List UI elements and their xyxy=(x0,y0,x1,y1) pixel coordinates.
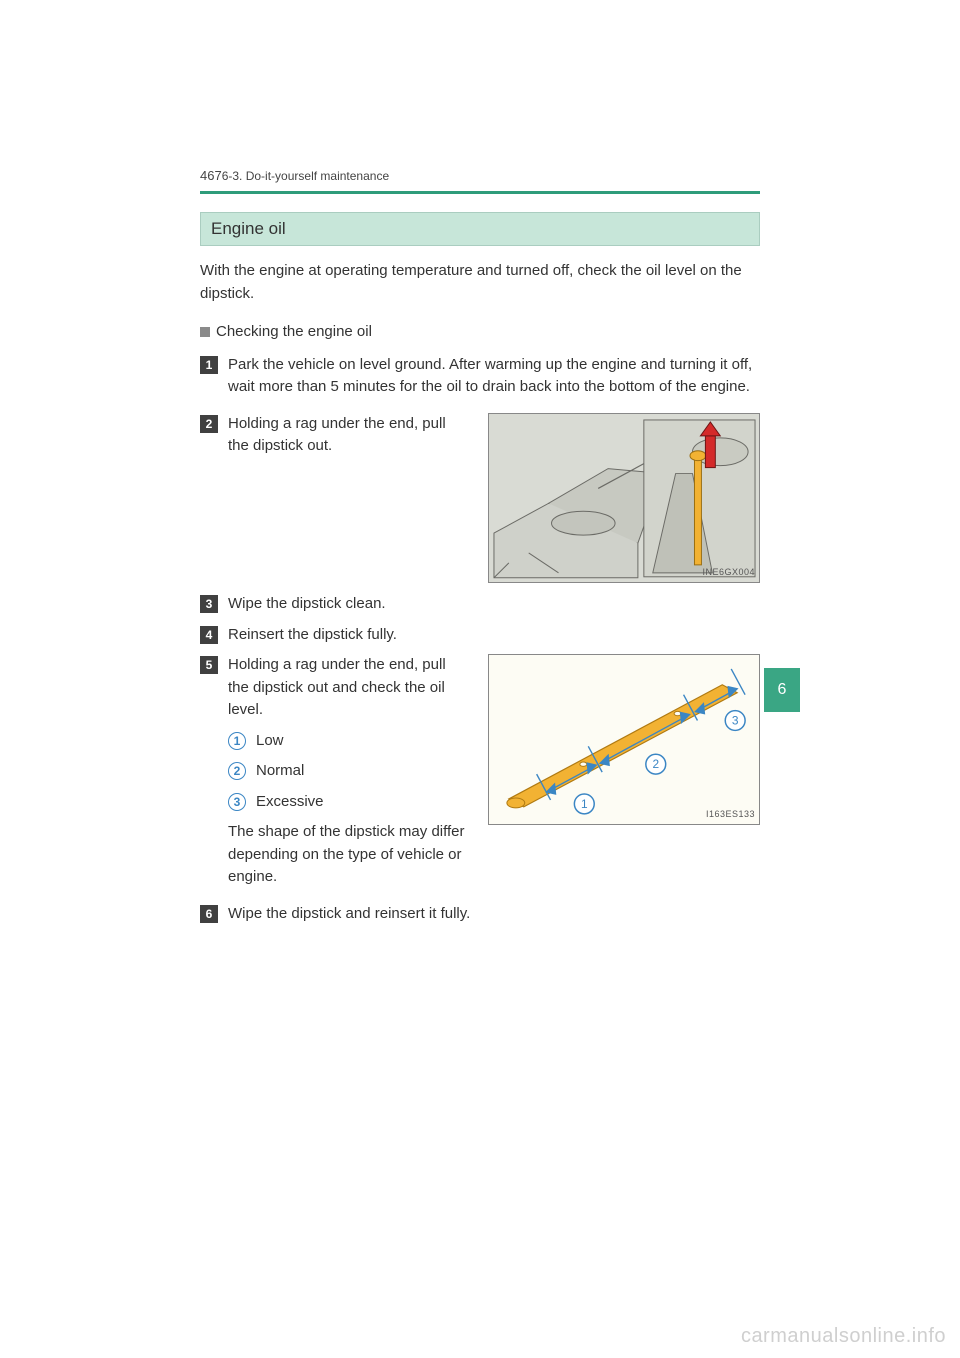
level-text: Normal xyxy=(256,760,468,783)
figure-marker-3: 3 xyxy=(732,714,739,728)
intro-text: With the engine at operating temperature… xyxy=(200,260,760,305)
level-text: Excessive xyxy=(256,791,468,814)
level-text: Low xyxy=(256,730,468,753)
section-callout-title: Engine oil xyxy=(211,219,286,238)
step-text: Holding a rag under the end, pull the di… xyxy=(228,413,468,458)
subheading: Checking the engine oil xyxy=(216,321,372,344)
step-number-icon: 5 xyxy=(200,656,218,674)
step-number-icon: 1 xyxy=(200,356,218,374)
level-marker-icon: 1 xyxy=(228,732,246,750)
watermark: carmanualsonline.info xyxy=(741,1325,946,1348)
bullet-square-icon xyxy=(200,327,210,337)
step-number-icon: 3 xyxy=(200,595,218,613)
step-text: Wipe the dipstick and reinsert it fully. xyxy=(228,903,760,926)
figure-label: I163ES133 xyxy=(706,808,755,822)
level-marker-icon: 2 xyxy=(228,762,246,780)
chapter-tab-number: 6 xyxy=(778,681,787,699)
step-text: Park the vehicle on level ground. After … xyxy=(228,354,760,399)
step-text: Wipe the dipstick clean. xyxy=(228,593,760,616)
figure-label: INE6GX004 xyxy=(702,566,755,580)
breadcrumb: 6-3. Do-it-yourself maintenance xyxy=(222,169,389,183)
step-text: Holding a rag under the end, pull the di… xyxy=(228,654,468,722)
figure-dipstick-levels: 1 2 3 I163ES133 xyxy=(488,654,760,825)
step-text: Reinsert the dipstick fully. xyxy=(228,624,760,647)
figure-marker-2: 2 xyxy=(652,757,659,771)
figure-engine-dipstick: INE6GX004 xyxy=(488,413,760,584)
level-note: The shape of the dipstick may differ dep… xyxy=(228,821,468,889)
page-number: 467 xyxy=(200,168,222,183)
figure-marker-1: 1 xyxy=(581,797,588,811)
chapter-tab: 6 xyxy=(764,668,800,712)
step-number-icon: 6 xyxy=(200,905,218,923)
step-number-icon: 2 xyxy=(200,415,218,433)
step-number-icon: 4 xyxy=(200,626,218,644)
level-marker-icon: 3 xyxy=(228,793,246,811)
section-callout: Engine oil xyxy=(200,212,760,246)
header-rule xyxy=(200,191,760,194)
